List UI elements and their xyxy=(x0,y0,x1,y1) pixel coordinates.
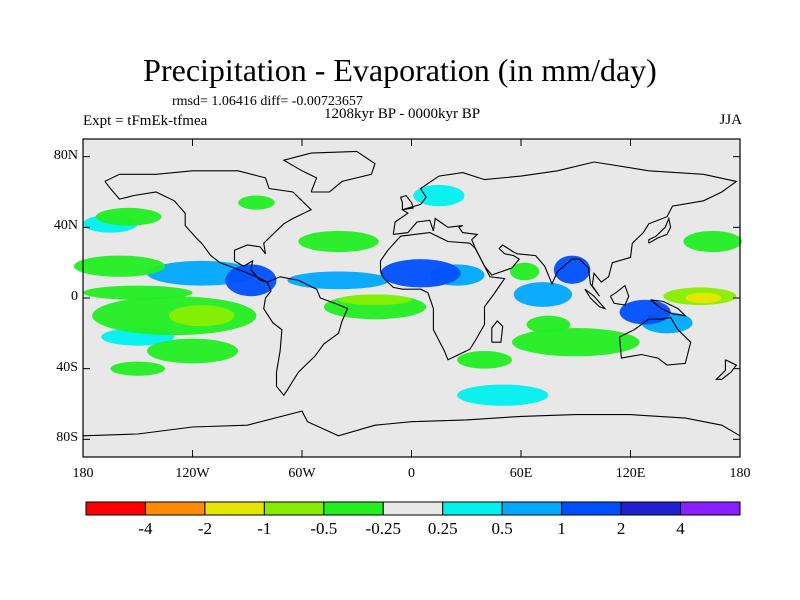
region-southern-ocean-wet xyxy=(457,384,549,406)
y-tick-label: 80S xyxy=(56,430,78,446)
region-atlantic-itcz-wet xyxy=(287,271,390,290)
coast-madagascar xyxy=(491,320,504,343)
colorbar-swatch xyxy=(680,501,741,516)
colorbar-level-label: -4 xyxy=(138,519,153,538)
map-title: Precipitation - Evaporation (in mm/day) xyxy=(143,52,657,88)
coast-greenland xyxy=(282,150,376,193)
colorbar-swatch xyxy=(204,501,265,516)
x-tick-label: 60W xyxy=(288,466,316,481)
colorbar-swatch xyxy=(561,501,622,516)
axis-ticks xyxy=(82,139,741,457)
colorbar-level-label: 4 xyxy=(676,519,685,538)
coast-new-guinea xyxy=(650,299,687,317)
coastline-layer xyxy=(82,150,741,437)
x-tick-label: 180 xyxy=(72,466,94,481)
y-tick-label: 80N xyxy=(53,147,78,163)
colorbar-swatch xyxy=(85,501,146,516)
region-south-indian-ocean-dry xyxy=(457,351,512,369)
colorbar-level-label: -2 xyxy=(197,519,212,538)
colorbar-swatch xyxy=(144,501,206,516)
colorbar-level-label: -0.25 xyxy=(365,519,401,538)
colorbar-level-label: 2 xyxy=(616,519,626,538)
colorbar-level-label: 0.5 xyxy=(491,519,513,538)
region-europe-wet xyxy=(413,184,465,207)
colorbar-swatch xyxy=(382,501,444,516)
coast-japan xyxy=(648,216,672,244)
coast-south-america xyxy=(263,276,349,397)
coast-africa xyxy=(379,232,506,361)
region-southeast-pacific-band-dry xyxy=(110,361,166,376)
coast-eurasia xyxy=(392,161,738,297)
region-south-pacific-dry-core xyxy=(168,305,235,327)
region-bay-of-bengal-wet xyxy=(553,255,591,284)
region-south-indian-dry xyxy=(511,328,640,357)
colorbar-swatch xyxy=(501,501,563,516)
stats-text: rmsd= 1.06416 diff= -0.00723657 xyxy=(172,94,363,109)
colorbar-level-label: 0.25 xyxy=(427,519,458,538)
colorbar xyxy=(85,501,741,516)
region-south-pacific-east-dry xyxy=(146,338,239,364)
region-northwest-pacific-dry xyxy=(683,230,742,253)
season-text: JJA xyxy=(719,112,742,128)
experiment-text: Expt = tFmEk-tfmea xyxy=(83,113,208,129)
colorbar-level-label: -0.5 xyxy=(310,519,338,538)
field-layer xyxy=(73,139,742,457)
region-maritime-continent-wet xyxy=(619,299,671,325)
coast-antarctica xyxy=(82,410,741,437)
region-west-pacific-core-dry xyxy=(685,292,722,304)
region-arabian-sea-dry xyxy=(510,262,540,281)
coast-australia xyxy=(618,316,692,366)
colorbar-swatch xyxy=(442,501,503,516)
y-tick-label: 40N xyxy=(53,218,78,234)
colorbar-swatch xyxy=(263,501,325,516)
y-tick-label: 40S xyxy=(56,359,78,375)
region-pacific-equator-dry xyxy=(83,285,193,300)
region-atlantic-equator-dry xyxy=(338,294,412,306)
colorbar-swatch xyxy=(323,501,384,516)
coast-new-zealand xyxy=(714,359,738,380)
x-tick-label: 120W xyxy=(175,466,210,481)
coast-sumatra xyxy=(584,288,607,310)
region-west-africa-wet xyxy=(380,259,461,288)
coast-britain xyxy=(399,194,415,211)
region-north-atlantic-dry xyxy=(298,230,379,253)
region-canada-dry xyxy=(238,195,275,210)
x-tick-label: 120E xyxy=(615,466,646,481)
colorbar-level-label: 1 xyxy=(557,519,566,538)
x-tick-label: 60E xyxy=(509,466,533,481)
region-central-america-wet xyxy=(225,264,277,297)
x-tick-label: 180 xyxy=(729,466,751,481)
coast-borneo xyxy=(609,284,630,306)
region-north-pacific-midlat-dry xyxy=(95,207,162,226)
region-north-pacific-dry xyxy=(73,255,166,277)
coast-north-america xyxy=(104,170,313,283)
y-tick-label: 0 xyxy=(71,289,78,304)
colorbar-swatch xyxy=(620,501,682,516)
x-tick-label: 0 xyxy=(408,466,415,481)
region-indian-ocean-south-dry xyxy=(526,315,571,334)
colorbar-level-label: -1 xyxy=(257,519,272,538)
region-indian-ocean-wet xyxy=(513,282,573,307)
period-text: 1208kyr BP - 0000kyr BP xyxy=(324,106,481,122)
